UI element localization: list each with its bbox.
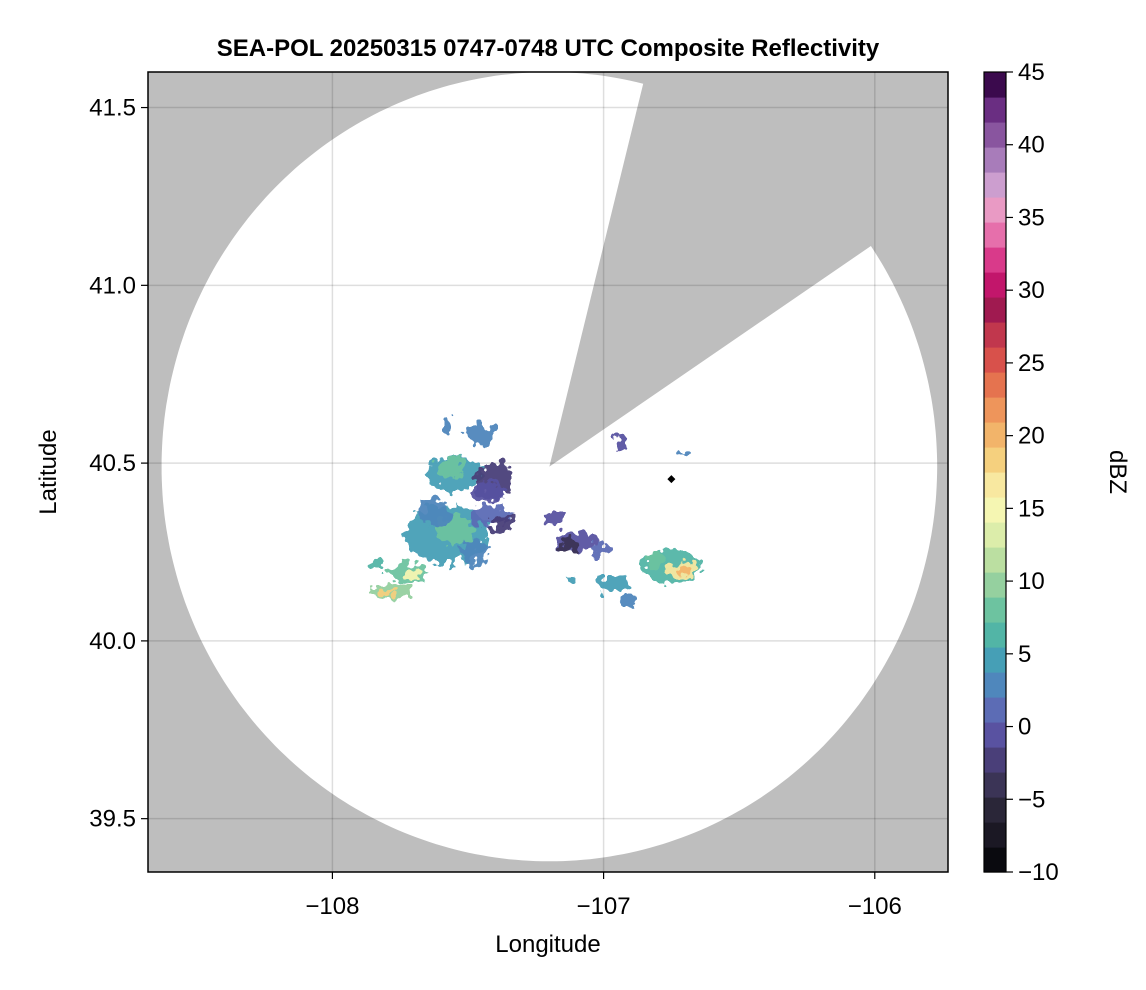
echo-cell: [473, 480, 507, 503]
colorbar-ticks: −10 −5 0 5 10 15 20 25 30 35 40 45: [1006, 59, 1059, 886]
echo-cell: [370, 560, 387, 572]
echo-cell: [440, 416, 452, 432]
echo-cell: [486, 516, 515, 531]
colorbar-bin: [984, 697, 1006, 723]
echo-cell: [379, 587, 394, 595]
colorbar-bin: [984, 97, 1006, 123]
colorbar-tick-label: 15: [1018, 495, 1045, 522]
echo-cell: [419, 498, 452, 528]
colorbar-bin: [984, 572, 1006, 598]
colorbar-bins: [984, 72, 1006, 873]
colorbar-frame: [983, 71, 1007, 873]
colorbar-bin: [984, 747, 1006, 773]
colorbar-bin: [984, 822, 1006, 848]
colorbar-bin: [984, 197, 1006, 223]
colorbar-bin: [984, 497, 1006, 523]
plot-area: [148, 72, 948, 872]
colorbar-bin: [984, 347, 1006, 373]
colorbar-bin: [984, 672, 1006, 698]
grid-lines: [148, 72, 948, 872]
colorbar-tick-label: −5: [1018, 786, 1045, 813]
colorbar-bin: [984, 422, 1006, 448]
colorbar-bin: [984, 722, 1006, 748]
y-tick-label: 40.0: [89, 628, 136, 655]
colorbar-label: dBZ: [1104, 450, 1131, 494]
colorbar-tick-label: 25: [1018, 350, 1045, 377]
echo-cell: [405, 568, 422, 579]
echo-cell: [622, 596, 639, 608]
y-tick-label: 40.5: [89, 450, 136, 477]
colorbar-bin: [984, 547, 1006, 573]
colorbar-tick-label: 40: [1018, 132, 1045, 159]
colorbar-bin: [984, 322, 1006, 348]
colorbar-bin: [984, 622, 1006, 648]
colorbar-bin: [984, 147, 1006, 173]
x-tick-label: −108: [305, 893, 359, 920]
plot-frame: [147, 71, 949, 873]
radar-coverage-area: [161, 72, 938, 862]
chart-title: SEA-POL 20250315 0747-0748 UTC Composite…: [217, 35, 880, 62]
colorbar-bin: [984, 397, 1006, 423]
y-tick-label: 41.0: [89, 272, 136, 299]
echo-cell: [564, 575, 578, 586]
colorbar-bin: [984, 847, 1006, 873]
colorbar-bin: [984, 772, 1006, 798]
colorbar-tick-label: 45: [1018, 59, 1045, 86]
echo-cells: [370, 416, 702, 608]
colorbar-bin: [984, 272, 1006, 298]
y-tick-label: 41.5: [89, 95, 136, 122]
echo-cell: [647, 552, 664, 567]
colorbar: −10 −5 0 5 10 15 20 25 30 35 40 45 dBZ: [983, 59, 1131, 886]
colorbar-bin: [984, 72, 1006, 98]
echo-cell: [679, 448, 691, 456]
echo-cell: [678, 566, 692, 574]
site-marker: [667, 475, 676, 484]
colorbar-bin: [984, 597, 1006, 623]
x-tick-label: −106: [848, 893, 902, 920]
colorbar-bin: [984, 372, 1006, 398]
y-tick-label: 39.5: [89, 806, 136, 833]
y-axis-ticks: 39.5 40.0 40.5 41.0 41.5: [89, 95, 148, 833]
colorbar-tick-label: 10: [1018, 568, 1045, 595]
colorbar-bin: [984, 472, 1006, 498]
colorbar-tick-label: 20: [1018, 423, 1045, 450]
colorbar-bin: [984, 297, 1006, 323]
echo-cell: [438, 456, 466, 478]
colorbar-tick-label: −10: [1018, 859, 1059, 886]
echo-cell: [465, 424, 498, 446]
echo-cell: [563, 537, 580, 553]
colorbar-bin: [984, 522, 1006, 548]
colorbar-bin: [984, 122, 1006, 148]
colorbar-bin: [984, 447, 1006, 473]
colorbar-bin: [984, 172, 1006, 198]
echo-cell: [592, 576, 631, 592]
colorbar-bin: [984, 222, 1006, 248]
colorbar-bin: [984, 247, 1006, 273]
echo-cell: [614, 434, 626, 449]
echo-cell: [462, 537, 490, 567]
colorbar-tick-label: 5: [1018, 641, 1031, 668]
colorbar-tick-label: 35: [1018, 204, 1045, 231]
colorbar-tick-label: 0: [1018, 714, 1031, 741]
colorbar-bin: [984, 647, 1006, 673]
echo-cell: [592, 541, 610, 556]
x-axis-label: Longitude: [495, 931, 600, 958]
echo-cell: [544, 514, 566, 526]
colorbar-tick-label: 30: [1018, 277, 1045, 304]
y-axis-label: Latitude: [35, 429, 62, 514]
x-axis-ticks: −108 −107 −106: [305, 872, 902, 920]
colorbar-bin: [984, 797, 1006, 823]
x-tick-label: −107: [577, 893, 631, 920]
